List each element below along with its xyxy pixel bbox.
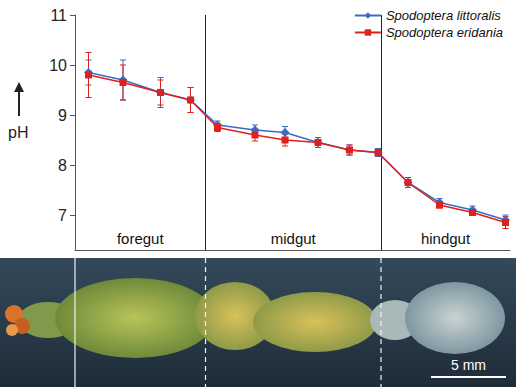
- svg-text:11: 11: [50, 7, 67, 24]
- svg-text:8: 8: [58, 157, 67, 174]
- svg-text:Spodoptera littoralis: Spodoptera littoralis: [386, 8, 501, 23]
- svg-text:foregut: foregut: [117, 230, 165, 247]
- svg-text:midgut: midgut: [271, 230, 317, 247]
- svg-text:Spodoptera eridania: Spodoptera eridania: [386, 25, 503, 40]
- svg-text:10: 10: [49, 57, 67, 74]
- svg-text:hindgut: hindgut: [421, 230, 471, 247]
- svg-text:5 mm: 5 mm: [451, 357, 486, 373]
- svg-text:9: 9: [58, 107, 67, 124]
- svg-text:pH: pH: [8, 124, 28, 141]
- svg-text:7: 7: [58, 207, 67, 224]
